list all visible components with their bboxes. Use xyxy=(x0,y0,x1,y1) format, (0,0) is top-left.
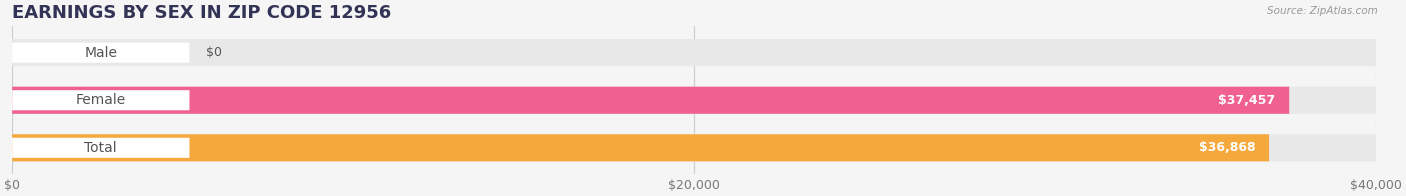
Text: Source: ZipAtlas.com: Source: ZipAtlas.com xyxy=(1267,6,1378,16)
FancyBboxPatch shape xyxy=(13,138,190,158)
Text: EARNINGS BY SEX IN ZIP CODE 12956: EARNINGS BY SEX IN ZIP CODE 12956 xyxy=(13,4,391,22)
FancyBboxPatch shape xyxy=(13,87,1289,114)
Text: Male: Male xyxy=(84,46,117,60)
FancyBboxPatch shape xyxy=(13,134,1270,161)
Text: Total: Total xyxy=(84,141,117,155)
FancyBboxPatch shape xyxy=(13,43,190,63)
Text: $37,457: $37,457 xyxy=(1219,94,1275,107)
FancyBboxPatch shape xyxy=(13,90,190,110)
Text: $0: $0 xyxy=(207,46,222,59)
Text: Female: Female xyxy=(76,93,127,107)
Text: $36,868: $36,868 xyxy=(1199,141,1256,154)
FancyBboxPatch shape xyxy=(13,134,1376,161)
FancyBboxPatch shape xyxy=(13,39,1376,66)
FancyBboxPatch shape xyxy=(13,87,1376,114)
